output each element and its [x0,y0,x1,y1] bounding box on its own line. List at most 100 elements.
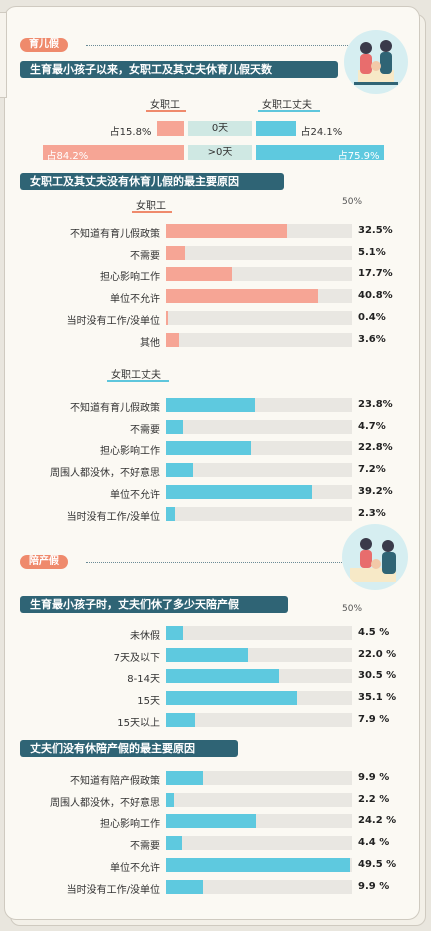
paternity-reason-bar [166,814,257,829]
paternity-days-bar [166,647,248,662]
paternity-reason-track [166,879,352,894]
paternity-reason-bar [166,836,183,851]
paternity-days-bar [166,691,297,706]
husband-reason-value: 7.2% [358,464,386,476]
paternity-reason-track [166,857,352,872]
female-reason-bar [166,245,185,260]
overview-category: 0天 [188,121,252,136]
female-reason-label: 当时没有工作/没单位 [66,315,160,327]
female-reason-track [166,332,352,347]
female-reason-value: 32.5% [358,225,393,236]
paternity-days-value: 30.5 % [358,670,397,682]
husband-reason-label: 不需要 [130,424,160,436]
husband-reason-bar [166,484,312,499]
female-reason-label: 不需要 [130,250,160,262]
paternity-days-value: 22.0 % [358,648,397,660]
female-reason-value: 5.1% [358,246,386,258]
legend-female: 女职工 [150,100,180,111]
overview-husband-bar [256,121,297,136]
legend-husband: 女职工丈夫 [262,100,312,111]
paternity-days-track [166,626,352,640]
paternity-days-label: 7天及以下 [113,652,160,664]
paternity-reason-label: 单位不允许 [110,862,160,874]
paternity-days-track [166,712,352,727]
dotted-divider [86,45,348,46]
paternity-days-bar [166,712,196,727]
section2-fifty-label: 50% [342,197,363,207]
legend-husband-underline [258,110,320,112]
husband-reason-bar [166,398,255,412]
section2-female-underline [132,211,172,213]
paternity-days-bar [166,626,183,640]
paternity-days-label: 15天 [137,696,160,708]
husband-reason-label: 当时没有工作/没单位 [66,511,160,523]
female-reason-value: 17.7% [358,268,393,280]
female-reason-bar [166,332,180,347]
left-tab [0,12,7,98]
female-reason-track [166,267,352,282]
section2-husband-label: 女职工丈夫 [111,370,161,381]
overview-female-label: 占84.2% [46,151,89,162]
overview-female-bar [157,121,184,136]
husband-reason-bar [166,506,175,521]
female-reason-bar [166,310,168,325]
paternity-days-track [166,669,352,684]
husband-reason-track [166,484,352,499]
overview-female-label: 占15.8% [109,127,152,138]
paternity-reason-label: 周围人都没休，不好意思 [50,797,160,809]
paternity-reason-value: 9.9 % [358,880,390,892]
female-reason-value: 3.6% [358,333,386,345]
paternity-reason-value: 9.9 % [358,772,390,783]
husband-reason-track [166,419,352,434]
husband-reason-bar [166,463,193,478]
paternity-reason-track [166,814,352,829]
female-reason-track [166,310,352,325]
female-reason-track [166,245,352,260]
husband-reason-label: 不知道有育儿假政策 [70,403,160,414]
female-reason-value: 40.8% [358,290,393,302]
section2-female-label: 女职工 [136,201,166,212]
paternity-reason-value: 24.2 % [358,815,397,827]
overview-female-bar [42,145,184,160]
paternity-reason-track [166,836,352,851]
paternity-reason-label: 不需要 [130,841,160,853]
paternity-days-value: 4.5 % [358,627,390,638]
paternity-reason-bar [166,771,203,785]
paternity-reason-label: 不知道有陪产假政策 [70,776,160,787]
paternity-days-track [166,647,352,662]
husband-reason-track [166,506,352,521]
paternity-reason-bar [166,792,175,807]
female-reason-label: 担心影响工作 [100,272,160,284]
husband-reason-track [166,463,352,478]
paternity-reason-track [166,771,352,785]
husband-reason-track [166,398,352,412]
husband-reason-value: 4.7% [358,420,386,432]
husband-reason-bar [166,419,184,434]
paternity-days-track [166,691,352,706]
husband-reason-value: 2.3% [358,507,386,519]
paternity-reason-track [166,792,352,807]
overview-husband-bar [256,145,384,160]
husband-reason-label: 单位不允许 [110,489,160,501]
section4-title: 丈夫们没有休陪产假的最主要原因 [20,740,238,757]
female-reason-track [166,289,352,304]
legend-female-underline [146,110,186,112]
female-reason-bar [166,224,287,238]
paternity-days-value: 35.1 % [358,692,397,704]
husband-reason-value: 22.8% [358,442,393,454]
section2-title: 女职工及其丈夫没有休育儿假的最主要原因 [20,173,284,190]
paternity-reason-value: 49.5 % [358,858,397,870]
father-baby-illustration-icon [342,524,408,590]
female-reason-bar [166,267,232,282]
paternity-days-value: 7.9 % [358,713,390,725]
husband-reason-bar [166,441,251,456]
husband-reason-track [166,441,352,456]
overview-category: >0天 [188,145,252,160]
female-reason-label: 其他 [140,337,160,349]
overview-husband-label: 占75.9% [337,151,380,162]
female-reason-label: 单位不允许 [110,294,160,306]
paternity-days-label: 15天以上 [117,717,160,729]
paternity-reason-label: 担心影响工作 [100,819,160,831]
husband-reason-value: 39.2% [358,485,393,497]
